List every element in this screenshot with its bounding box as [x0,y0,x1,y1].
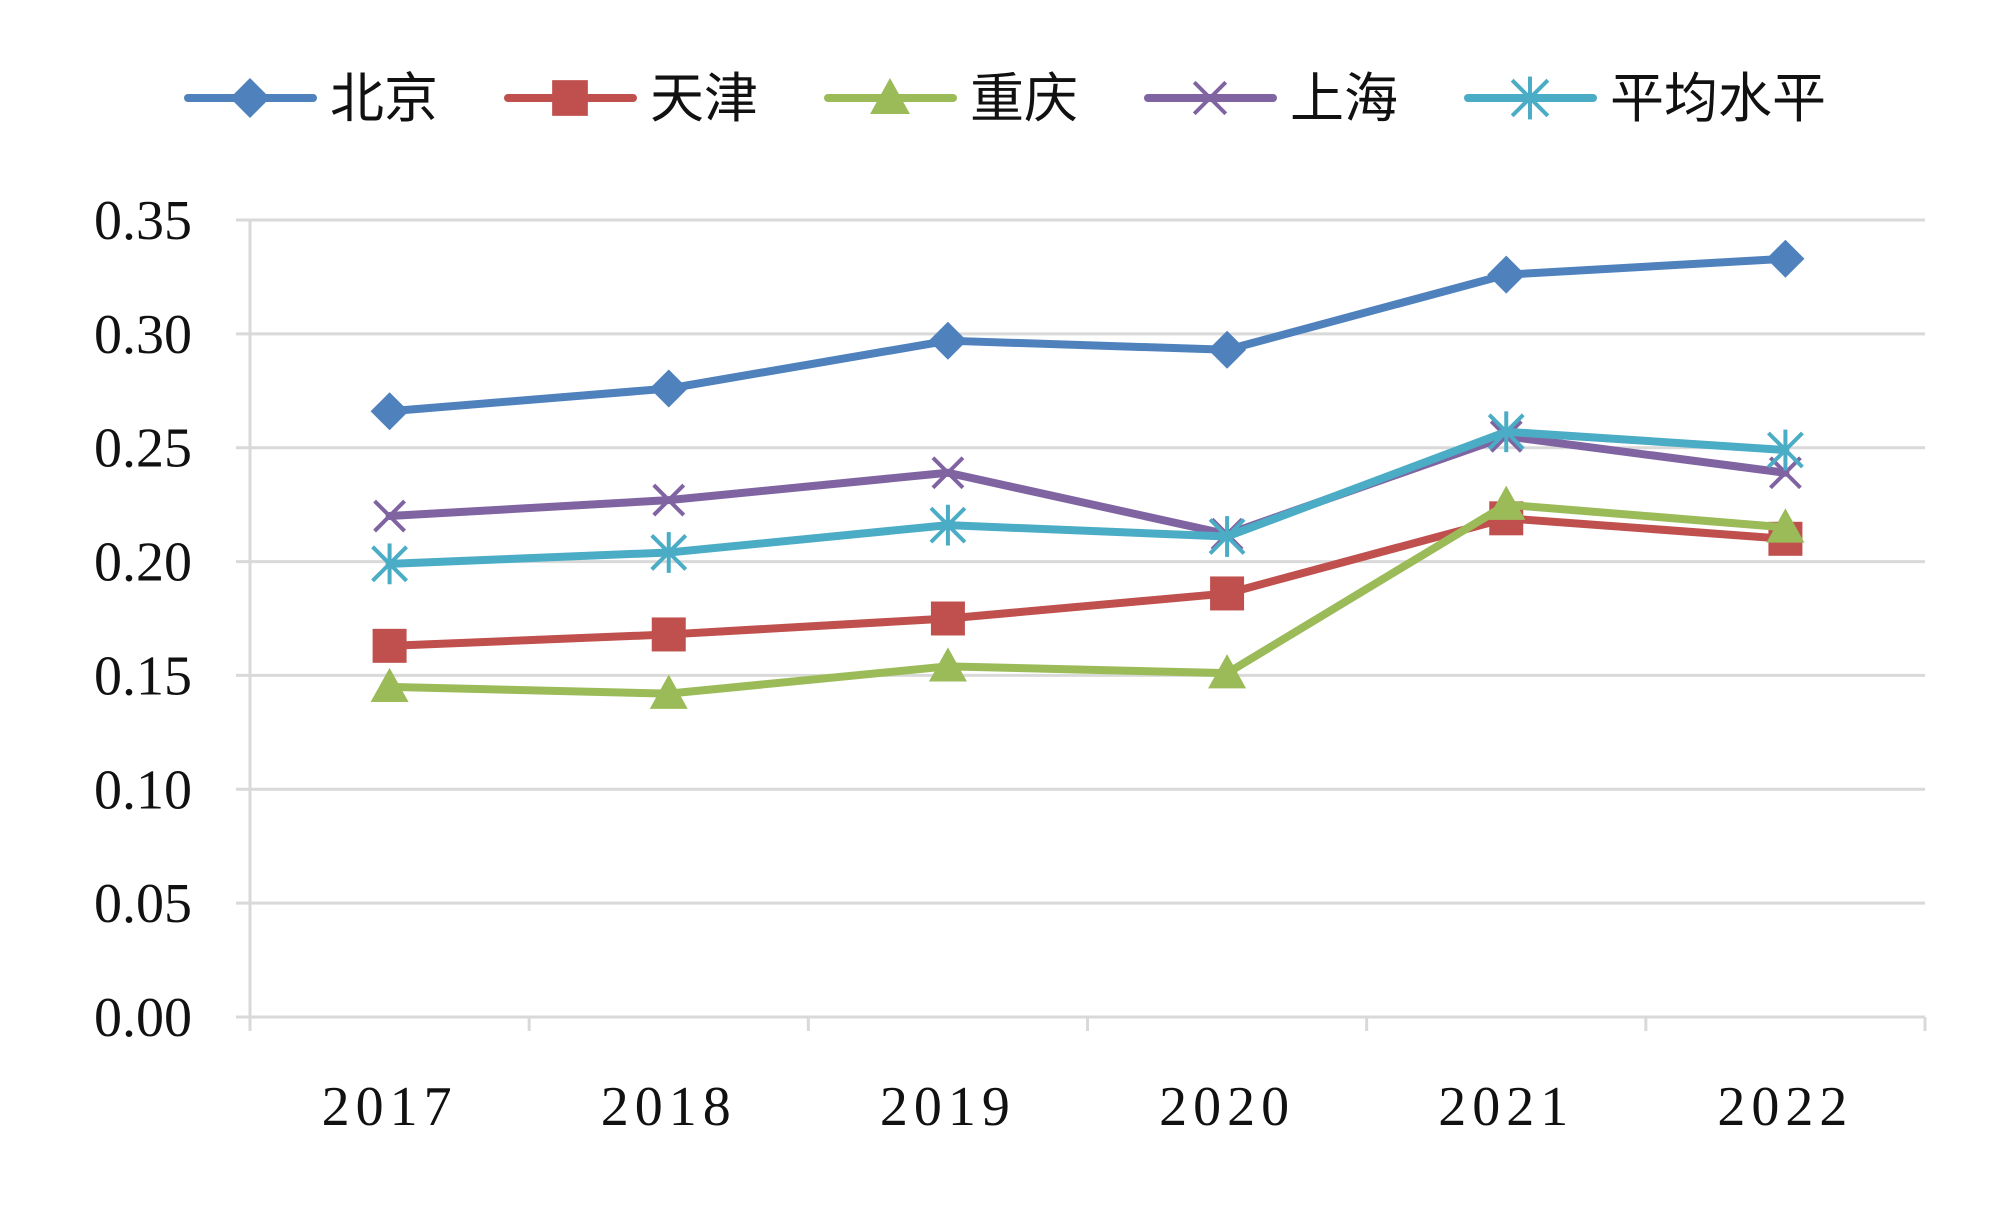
y-tick-label: 0.05 [94,873,192,935]
legend-marker [552,80,588,116]
data-point [1208,516,1246,557]
legend-item: 上海 [1144,67,1398,130]
data-point [652,483,686,517]
data-point [1487,485,1526,520]
series-line [385,514,1790,650]
y-tick-label: 0.30 [94,304,192,366]
data-point [373,499,406,533]
series-line [385,254,1790,416]
y-tick-label: 0.15 [94,645,192,707]
y-tick-label: 0.00 [94,987,192,1049]
series-line [385,432,1790,539]
x-tick-label: 2020 [1159,1076,1295,1138]
data-point [370,667,409,703]
legend-marker [1510,76,1550,120]
y-tick-label: 0.10 [94,759,192,821]
axes: 0.00 0.05 0.10 0.15 0.20 0.25 0.30 0.35 2017 2018… [94,190,1927,1138]
legend-item: 北京 [184,67,438,130]
series-lines [370,239,1805,709]
x-tick-label: 2018 [601,1076,737,1138]
data-point [1766,239,1805,278]
data-point [649,369,688,408]
y-tick-label: 0.20 [94,532,192,594]
data-point [1208,654,1247,689]
data-point [1208,330,1247,369]
legend-label: 重庆 [970,67,1078,130]
data-point [371,543,408,585]
y-tick-label: 0.25 [94,418,192,480]
y-tick-label: 0.35 [94,190,192,252]
legend-item: 平均水平 [1464,67,1826,130]
data-point [1210,576,1245,611]
data-point [650,532,688,573]
legend-label: 天津 [650,67,758,130]
x-tick-label: 2019 [880,1076,1016,1138]
data-point [928,321,967,360]
data-point [651,617,686,652]
series-2 [370,485,1805,709]
legend-marker [870,78,910,114]
series-0 [370,239,1805,431]
gridlines [236,218,1925,1019]
x-tick-label: 2021 [1438,1076,1574,1138]
legend: 北京 天津 重庆 上海 平均水平 [184,67,1826,130]
legend-item: 重庆 [824,67,1078,130]
series-4 [371,411,1804,585]
data-point [1487,255,1526,294]
legend-label: 上海 [1290,67,1398,130]
legend-item: 天津 [504,67,758,130]
data-point [928,647,967,682]
legend-label: 平均水平 [1610,67,1826,130]
data-point [1767,429,1804,471]
series-line [385,500,1790,698]
legend-marker [230,78,270,118]
series-1 [372,501,1803,663]
x-tick-label: 2017 [322,1076,458,1138]
data-point [929,504,967,546]
data-point [1766,508,1805,543]
data-point [370,392,409,431]
series-line [385,427,1790,568]
legend-marker [1192,80,1228,116]
x-tick-label: 2022 [1717,1076,1853,1138]
legend-label: 北京 [330,67,438,130]
data-point [931,456,965,490]
data-point [930,601,965,636]
data-point [1487,411,1525,453]
data-point [649,674,688,709]
data-point [372,628,407,663]
